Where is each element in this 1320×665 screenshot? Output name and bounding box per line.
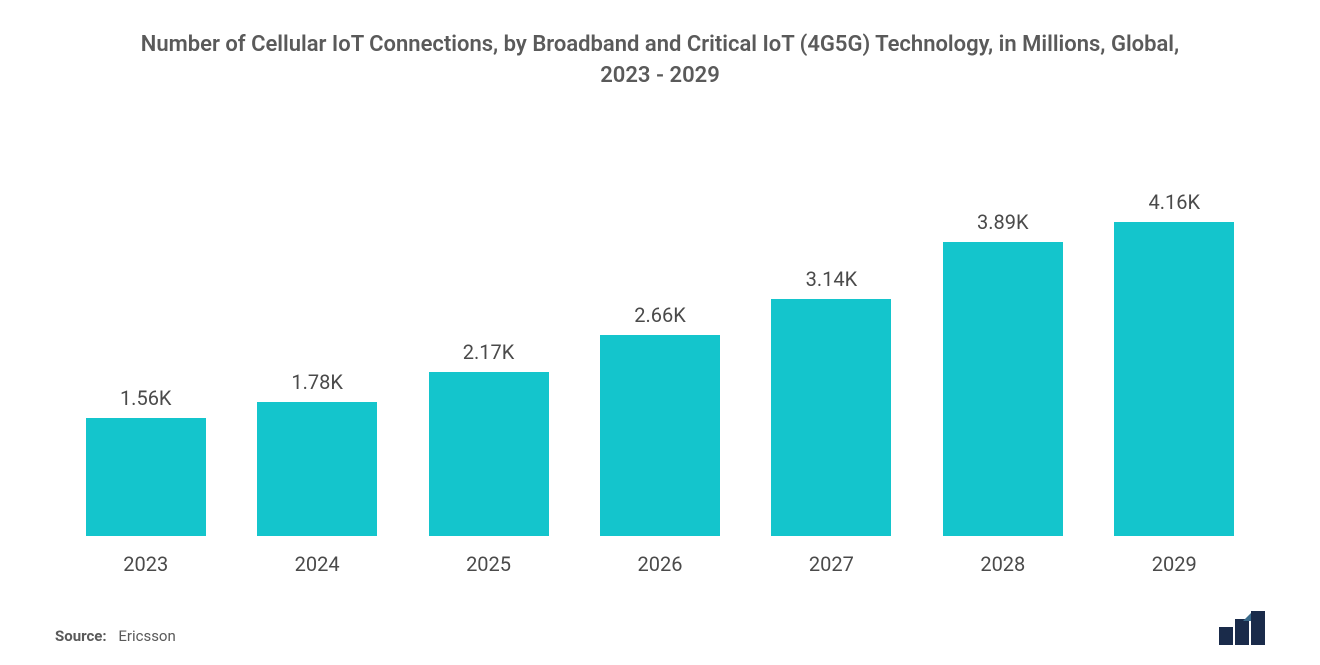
source-label: Source: xyxy=(55,627,107,645)
bar xyxy=(771,299,891,536)
x-axis-label: 2028 xyxy=(917,552,1088,576)
logo-bar-icon xyxy=(1235,619,1249,645)
bar xyxy=(86,418,206,536)
chart-footer: Source: Ericsson xyxy=(50,611,1270,645)
bar-group: 4.16K xyxy=(1089,142,1260,536)
bar xyxy=(943,242,1063,536)
bar xyxy=(600,335,720,536)
bar-value-label: 1.78K xyxy=(291,370,343,394)
bar xyxy=(1114,222,1234,536)
bar-group: 1.56K xyxy=(60,142,231,536)
bar-value-label: 3.89K xyxy=(977,210,1029,234)
chart-container: Number of Cellular IoT Connections, by B… xyxy=(0,0,1320,665)
x-axis-label: 2027 xyxy=(746,552,917,576)
source-citation: Source: Ericsson xyxy=(55,627,176,645)
bar-group: 2.66K xyxy=(574,142,745,536)
logo-bar-icon xyxy=(1251,611,1265,645)
x-axis-label: 2026 xyxy=(574,552,745,576)
bar-value-label: 1.56K xyxy=(120,386,172,410)
bar-value-label: 3.14K xyxy=(806,267,858,291)
x-axis-label: 2024 xyxy=(231,552,402,576)
bar xyxy=(257,402,377,536)
bar-value-label: 2.17K xyxy=(463,340,515,364)
chart-plot-area: 1.56K 1.78K 2.17K 2.66K 3.14K 3.89K 4.16K xyxy=(50,142,1270,536)
bar-group: 3.89K xyxy=(917,142,1088,536)
bar-group: 1.78K xyxy=(231,142,402,536)
brand-logo xyxy=(1219,611,1265,645)
logo-bar-icon xyxy=(1219,627,1233,645)
x-axis-label: 2023 xyxy=(60,552,231,576)
bar-value-label: 4.16K xyxy=(1148,190,1200,214)
bar-group: 3.14K xyxy=(746,142,917,536)
x-axis-label: 2029 xyxy=(1089,552,1260,576)
bar xyxy=(429,372,549,536)
bar-group: 2.17K xyxy=(403,142,574,536)
chart-x-axis: 2023202420252026202720282029 xyxy=(50,536,1270,576)
bar-value-label: 2.66K xyxy=(634,303,686,327)
source-value: Ericsson xyxy=(118,627,175,645)
chart-title: Number of Cellular IoT Connections, by B… xyxy=(50,30,1270,92)
x-axis-label: 2025 xyxy=(403,552,574,576)
